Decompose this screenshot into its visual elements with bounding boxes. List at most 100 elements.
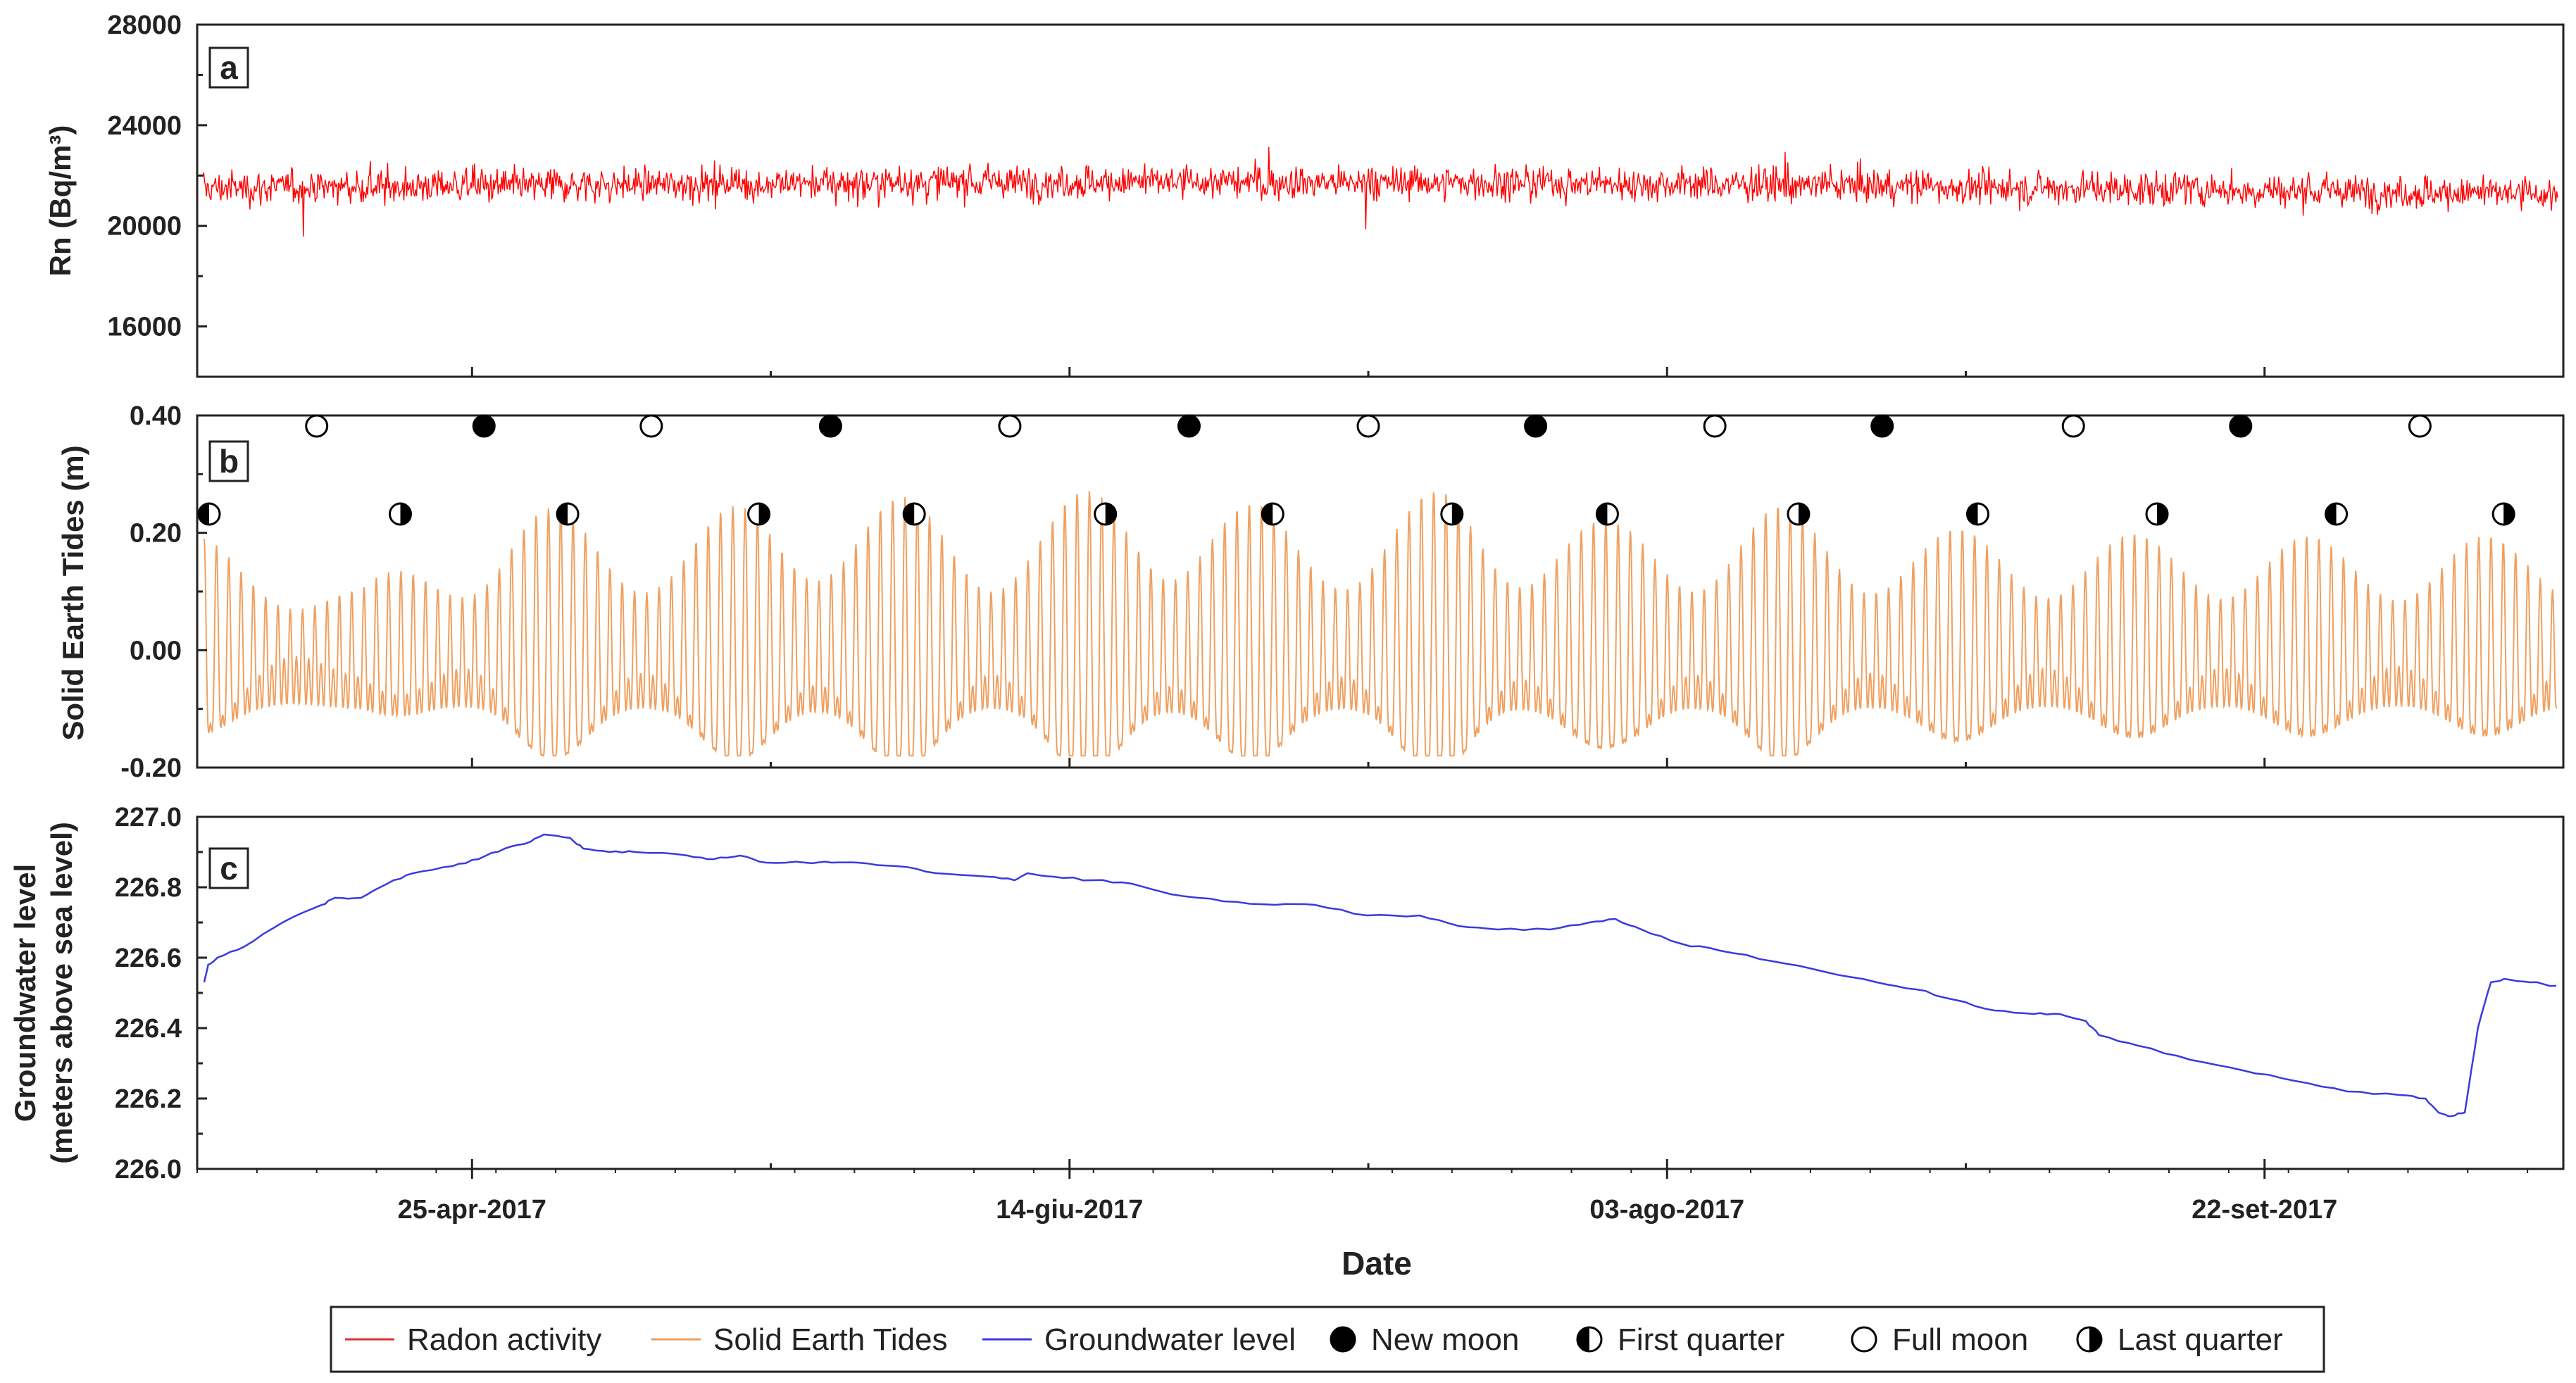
moon-first (1261, 502, 1284, 526)
panel-a-frame (196, 23, 2565, 378)
moon-last (1094, 502, 1118, 526)
y-tick-label: 226.2 (115, 1084, 182, 1114)
tides-series (204, 491, 2557, 758)
legend-item: Full moon (1851, 1322, 2028, 1357)
moon-new (1177, 414, 1201, 438)
y-tick-label: 0.20 (130, 519, 182, 549)
legend-moon-swatch-half (1577, 1327, 1589, 1351)
y-axis-title-groundwater-line2: (meters above sea level) (45, 822, 78, 1164)
x-tick-label: 22-set-2017 (2192, 1195, 2337, 1225)
moon-full (998, 414, 1022, 438)
moon-last (1787, 502, 1811, 526)
moon-first-half (2325, 503, 2337, 525)
moon-last-half (2157, 503, 2168, 525)
moon-first (556, 502, 580, 526)
legend-item: Radon activity (345, 1322, 601, 1357)
radon-line (202, 146, 2558, 237)
moon-full (2061, 414, 2085, 438)
legend-item: First quarter (1576, 1322, 1784, 1357)
panel-tag-a: a (220, 49, 238, 86)
legend-label: New moon (1371, 1322, 1519, 1357)
panel-radon: 16000 20000 24000 28000 Rn (Bq/m³) a (44, 11, 2565, 378)
legend-item: Last quarter (2076, 1322, 2283, 1357)
y-tick-label: 0.00 (130, 636, 182, 665)
x-tick-label: 14-giu-2017 (996, 1195, 1143, 1225)
legend-moon-swatch-half (2089, 1327, 2101, 1351)
panel-tag-b-box (208, 440, 249, 482)
panel-tides: -0.200.000.200.40 Solid Earth Tides (m) … (56, 401, 2565, 783)
moon-first-half (198, 503, 209, 525)
moon-full (1703, 414, 1727, 438)
y-tick-label: 226.4 (115, 1014, 182, 1044)
groundwater-line (203, 833, 2557, 1118)
moon-new (2229, 414, 2253, 438)
tides-line (204, 491, 2557, 758)
y-tick-label: 0.40 (130, 401, 182, 431)
moon-last (747, 502, 771, 526)
moon-last-half (1798, 503, 1809, 525)
moon-first (1595, 502, 1619, 526)
y-tick-label: 28000 (107, 11, 182, 40)
y-tick-label: 226.0 (115, 1155, 182, 1184)
legend-label: Groundwater level (1044, 1322, 1296, 1357)
moon-full (1356, 414, 1380, 438)
moon-full-shape (1703, 414, 1727, 438)
moon-last-half (1451, 503, 1463, 525)
moon-new-shape (818, 414, 842, 438)
moon-new-shape (1177, 414, 1201, 438)
legend-moon-swatch-shape (1330, 1326, 1356, 1353)
x-tick-label: 25-apr-2017 (398, 1195, 546, 1225)
moon-first (1965, 502, 1989, 526)
moon-full-shape (1356, 414, 1380, 438)
legend-moon-swatch (1576, 1326, 1603, 1353)
y-axis-title-radon: Rn (Bq/m³) (44, 125, 77, 277)
legend-moon-swatch-shape (1851, 1326, 1877, 1353)
x-tick-label: 03-ago-2017 (1589, 1195, 1744, 1225)
moon-phase-markers (197, 414, 2515, 526)
moon-last-half (400, 503, 411, 525)
legend: Radon activity Solid Earth Tides Groundwat… (330, 1306, 2325, 1373)
panel-tag-c-box (208, 847, 249, 889)
legend-label: First quarter (1618, 1322, 1784, 1357)
y-tick-label: 226.6 (115, 944, 182, 973)
moon-full-shape (2408, 414, 2432, 438)
moon-last (388, 502, 412, 526)
moon-last (2491, 502, 2515, 526)
y-tick-label: 227.0 (115, 803, 182, 832)
legend-label: Full moon (1892, 1322, 2028, 1357)
moon-new (818, 414, 842, 438)
moon-first-half (557, 503, 568, 525)
legend-item: Groundwater level (982, 1322, 1296, 1357)
x-axis: 25-apr-2017 14-giu-2017 03-ago-2017 22-set-… (196, 367, 2565, 1225)
moon-new-shape (472, 414, 496, 438)
moon-first-half (904, 503, 915, 525)
panel-tag-a-box (208, 46, 249, 89)
legend-item: New moon (1330, 1322, 1519, 1357)
moon-first (2325, 502, 2349, 526)
y-axis-title-tides: Solid Earth Tides (m) (56, 445, 89, 740)
moon-full (639, 414, 663, 438)
moon-last-half (758, 503, 770, 525)
moon-full-shape (2061, 414, 2085, 438)
moon-first-half (1967, 503, 1978, 525)
moon-new-shape (2229, 414, 2253, 438)
legend-moon-swatch (1851, 1326, 1877, 1353)
moon-full (2408, 414, 2432, 438)
legend-label: Radon activity (407, 1322, 601, 1357)
x-axis-title: Date (1342, 1245, 1412, 1282)
panel-tag-b: b (219, 443, 239, 480)
moon-full (305, 414, 329, 438)
moon-first-half (1262, 503, 1273, 525)
moon-first (197, 502, 221, 526)
moon-last-half (2503, 503, 2515, 525)
groundwater-series (203, 833, 2557, 1118)
moon-last (2145, 502, 2169, 526)
y-tick-label: 20000 (107, 212, 182, 242)
moon-last (1440, 502, 1464, 526)
legend-label: Last quarter (2118, 1322, 2283, 1357)
moon-new-shape (1870, 414, 1894, 438)
moon-last-half (1105, 503, 1116, 525)
radon-series (202, 146, 2558, 237)
